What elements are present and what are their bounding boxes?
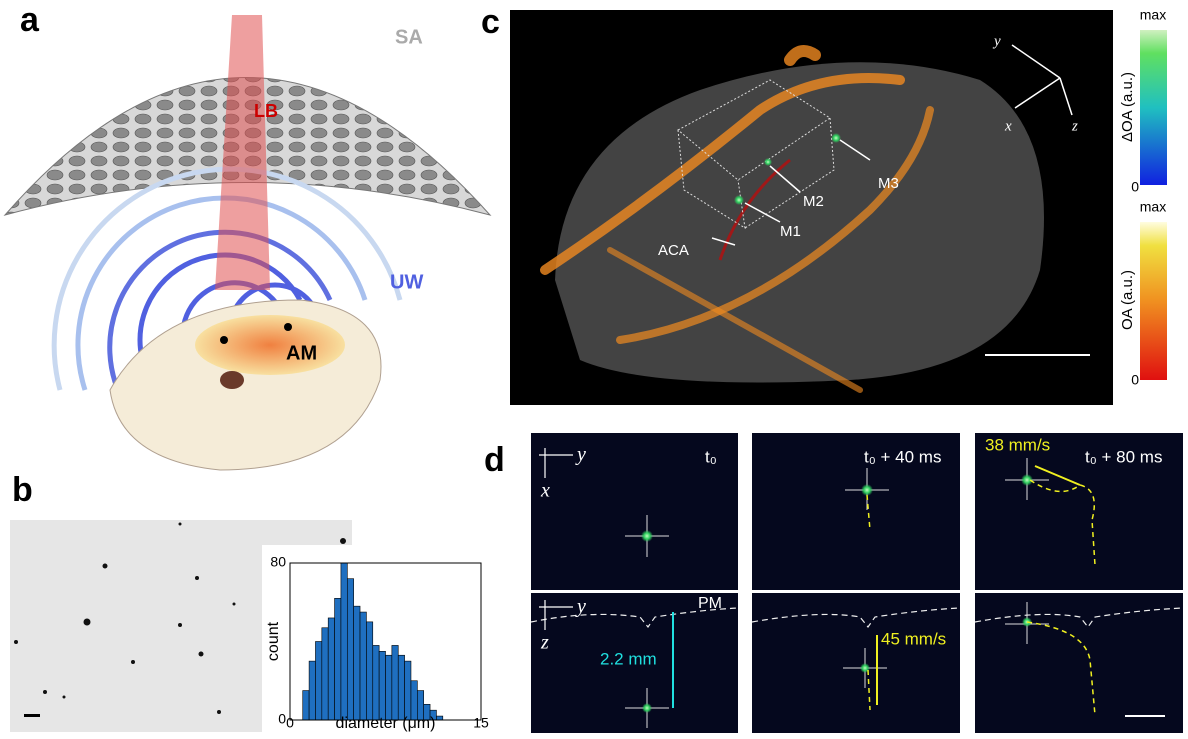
bar [386, 655, 392, 720]
scale-bar [24, 714, 40, 717]
bar [436, 716, 442, 720]
bar [373, 645, 379, 720]
frames [531, 433, 1183, 733]
x-tick-label: 15 [473, 715, 489, 731]
colorbar-label: max [1140, 7, 1166, 23]
axis-label: x [1004, 118, 1012, 134]
figure: a SA LB UW AM b 0 80 0 15 diameter (μm) count… [0, 0, 1188, 734]
panel-label: a [20, 1, 40, 39]
panel-label: c [481, 3, 500, 41]
bar [398, 655, 404, 720]
colorbar-label: 0 [1131, 372, 1139, 388]
axis-label: x [540, 480, 550, 502]
bar [315, 642, 321, 721]
y-tick-label: 80 [270, 554, 286, 570]
y-tick-label: 0 [278, 711, 286, 727]
speed-label: 45 mm/s [881, 629, 946, 648]
bar [335, 598, 341, 720]
bar [360, 612, 366, 720]
bar [322, 628, 328, 720]
bar [347, 579, 353, 720]
bar [303, 691, 309, 720]
colorbar-title: ΔOA (a.u.) [1119, 72, 1136, 142]
label: PM [698, 595, 722, 612]
x-axis-label: diameter (μm) [336, 715, 436, 732]
axis-label: y [575, 596, 586, 618]
label: UW [390, 271, 423, 293]
time-label: t₀ + 80 ms [1085, 447, 1162, 466]
label: ACA [658, 242, 689, 259]
label: M1 [780, 223, 801, 240]
label: AM [286, 342, 317, 364]
speed-label: 38 mm/s [985, 435, 1050, 454]
eye [220, 371, 244, 389]
page: a SA LB UW AM b 0 80 0 15 diameter (μm) count… [0, 0, 1188, 734]
axis-label: z [540, 632, 549, 654]
panel-label: d [484, 441, 505, 479]
label: SA [395, 26, 423, 48]
bar [341, 563, 347, 720]
time-label: t₀ + 40 ms [864, 447, 941, 466]
colorbar-title: OA (a.u.) [1119, 270, 1136, 330]
scale-bar [985, 354, 1090, 356]
bar [328, 618, 334, 720]
colorbar-label: max [1140, 199, 1166, 215]
colorbar-label: 0 [1131, 179, 1139, 195]
bar [379, 651, 385, 720]
axis-label: y [575, 444, 586, 466]
y-axis-label: count [265, 621, 282, 661]
panel-a: a SA LB UW AM [5, 1, 490, 470]
bar [366, 622, 372, 720]
label: LB [254, 101, 278, 121]
bar [405, 661, 411, 720]
depth-label: 2.2 mm [600, 649, 657, 668]
panel-b: b 0 80 0 15 diameter (μm) count [10, 471, 496, 732]
brain [195, 315, 345, 375]
bar [354, 606, 360, 720]
bar [309, 661, 315, 720]
scale-bar [1125, 715, 1165, 717]
marker [220, 336, 228, 344]
time-label: t₀ [705, 447, 717, 466]
axis-label: z [1071, 118, 1078, 134]
axis-label: y [992, 33, 1001, 49]
panel-d: d y x y z t₀ t₀ + 40 ms t₀ + 80 ms 38 mm… [484, 433, 1183, 733]
colorbar [1140, 30, 1167, 185]
panel-label: b [12, 471, 33, 509]
bar [411, 681, 417, 720]
panel-c: c ACA M1 M2 M3 y x z max 0 ΔOA (a.u.) ma… [481, 3, 1167, 405]
x-tick-label: 0 [286, 715, 294, 731]
bar [392, 645, 398, 720]
marker [284, 323, 292, 331]
label: M3 [878, 175, 899, 192]
label: M2 [803, 193, 824, 210]
colorbar [1140, 222, 1167, 380]
